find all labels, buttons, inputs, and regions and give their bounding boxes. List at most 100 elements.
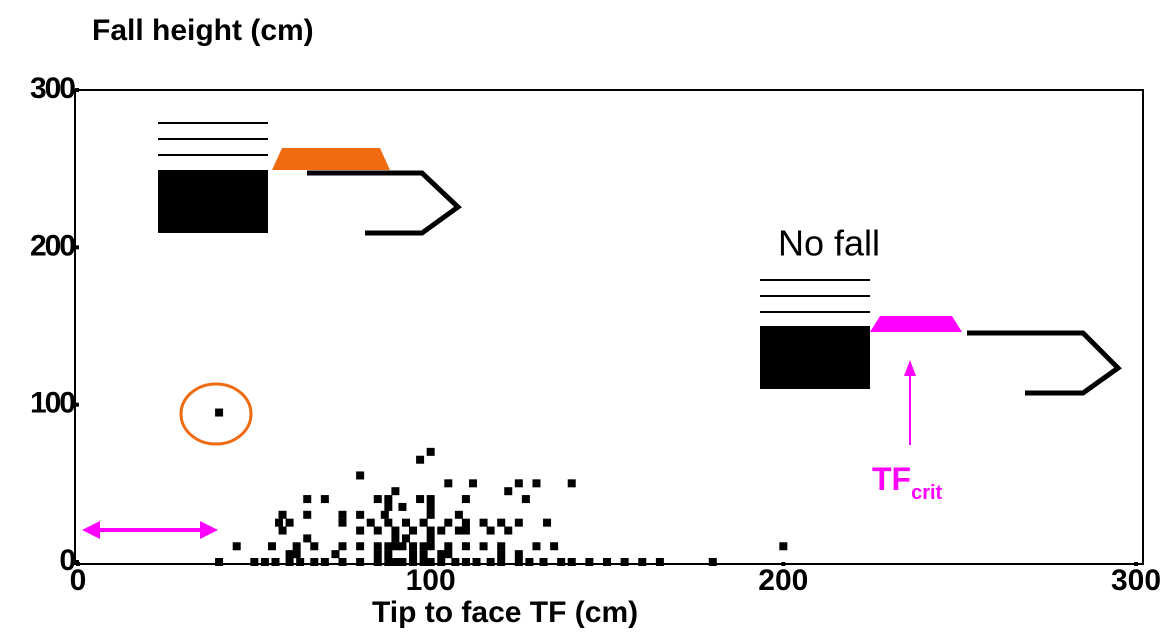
point xyxy=(409,558,418,566)
point xyxy=(409,526,418,535)
x-tick-label: 0 xyxy=(70,564,87,597)
annotation-subscript: crit xyxy=(911,482,942,504)
point xyxy=(303,510,312,519)
point xyxy=(391,542,400,551)
point xyxy=(497,518,506,527)
point xyxy=(215,408,224,417)
annotation: TF xyxy=(872,461,911,497)
arrow-head xyxy=(904,360,916,376)
point xyxy=(338,542,347,551)
point xyxy=(320,558,329,566)
point xyxy=(479,542,488,551)
point xyxy=(532,542,541,551)
fall-diagram xyxy=(158,122,462,236)
chart-title: Fall height (cm) xyxy=(92,14,314,47)
point xyxy=(514,550,523,559)
point xyxy=(461,542,470,551)
arrow-head xyxy=(82,521,100,539)
point xyxy=(479,518,488,527)
point xyxy=(278,510,287,519)
point xyxy=(426,542,435,551)
point xyxy=(310,558,319,566)
point xyxy=(514,518,523,527)
point xyxy=(401,518,410,527)
point xyxy=(292,550,301,559)
point xyxy=(285,518,294,527)
y-tick-label: 100 xyxy=(30,387,75,420)
point xyxy=(409,550,418,559)
point xyxy=(444,542,453,551)
point xyxy=(437,550,446,559)
point xyxy=(398,542,407,551)
point xyxy=(356,542,365,551)
point xyxy=(356,471,365,480)
point xyxy=(426,502,435,511)
point xyxy=(356,526,365,535)
point xyxy=(461,558,470,566)
point xyxy=(567,479,576,488)
point xyxy=(461,526,470,535)
arrow-head xyxy=(200,521,218,539)
point xyxy=(366,518,375,527)
point xyxy=(384,550,393,559)
point xyxy=(409,542,418,551)
point xyxy=(384,495,393,504)
point xyxy=(215,558,224,566)
point xyxy=(384,502,393,511)
point xyxy=(461,495,470,504)
point xyxy=(638,558,647,566)
point xyxy=(338,510,347,519)
point xyxy=(486,558,495,566)
point xyxy=(303,534,312,543)
point xyxy=(426,495,435,504)
annotation: No fall xyxy=(778,223,880,264)
x-tick-label: 200 xyxy=(758,564,808,597)
plot-frame xyxy=(74,89,1144,565)
point xyxy=(373,558,382,566)
point xyxy=(486,526,495,535)
point xyxy=(444,479,453,488)
point xyxy=(461,518,470,527)
y-tick-label: 300 xyxy=(30,72,75,105)
point xyxy=(384,542,393,551)
point xyxy=(232,542,241,551)
point xyxy=(373,542,382,551)
no-fall-diagram xyxy=(760,279,1122,396)
point xyxy=(419,558,428,566)
annotation: TFcrit xyxy=(872,461,943,504)
point xyxy=(285,550,294,559)
point xyxy=(338,558,347,566)
point xyxy=(419,518,428,527)
point xyxy=(384,558,393,566)
point xyxy=(426,510,435,519)
point xyxy=(437,558,446,566)
point xyxy=(310,542,319,551)
point xyxy=(331,550,340,559)
point xyxy=(497,550,506,559)
point xyxy=(398,558,407,566)
point xyxy=(514,479,523,488)
point xyxy=(419,550,428,559)
point xyxy=(338,518,347,527)
point xyxy=(391,526,400,535)
point xyxy=(275,518,284,527)
point xyxy=(497,558,506,566)
point xyxy=(373,495,382,504)
point xyxy=(454,510,463,519)
y-tick-label: 200 xyxy=(30,229,75,262)
point xyxy=(472,558,481,566)
point xyxy=(655,558,664,566)
point xyxy=(620,558,629,566)
point xyxy=(779,542,788,551)
point xyxy=(391,487,400,496)
point xyxy=(250,558,259,566)
point xyxy=(419,542,428,551)
point xyxy=(444,550,453,559)
point xyxy=(356,510,365,519)
point xyxy=(454,526,463,535)
point xyxy=(444,518,453,527)
point xyxy=(708,558,717,566)
point xyxy=(292,542,301,551)
x-tick-label: 300 xyxy=(1111,564,1161,597)
